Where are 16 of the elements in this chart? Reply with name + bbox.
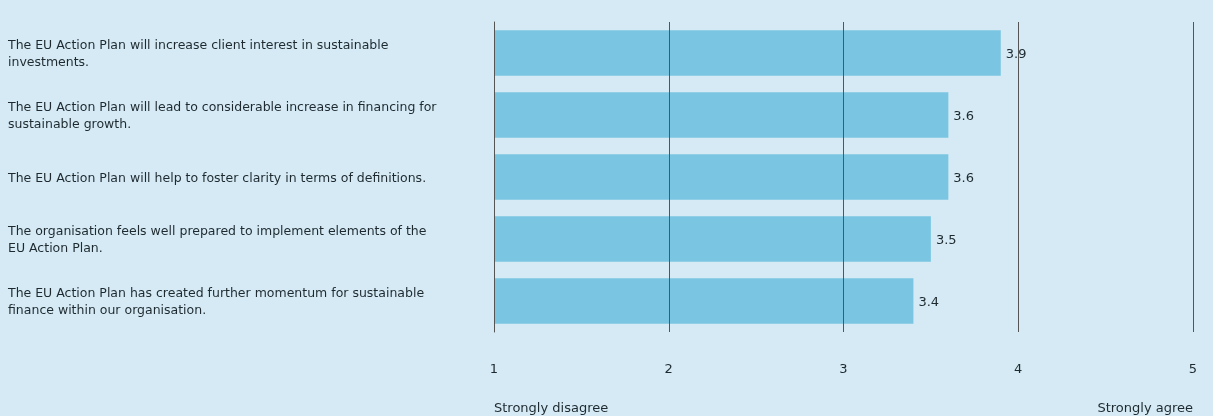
- y-tick-label: The EU Action Plan will increase client interest in sustainable investments.: [7, 37, 393, 69]
- x-tick-label: 5: [1188, 361, 1198, 376]
- y-tick-label: The organisation feels well prepared to implement elements of the EU Action Plan.: [7, 223, 431, 255]
- data-label: 3.6: [953, 169, 975, 185]
- x-tick-label: 1: [489, 361, 499, 376]
- y-tick-label: The EU Action Plan will help to foster clarity in terms of definitions.: [7, 169, 427, 185]
- x-tick-label: 4: [1014, 361, 1023, 376]
- data-label: 3.5: [935, 231, 957, 247]
- data-label: 3.4: [918, 293, 940, 309]
- x-tick-label: 2: [664, 361, 673, 376]
- y-tick-label: The EU Action Plan will lead to considerable increase in financing for sustainable growth.: [7, 99, 441, 131]
- data-label: 3.6: [953, 107, 975, 123]
- y-tick-label: The EU Action Plan has created further momentum for sustainable finance within our organisation.: [7, 285, 429, 317]
- text: Strongly disagree: [494, 400, 609, 415]
- text: Strongly agree: [1097, 400, 1194, 415]
- x-tick-label: 3: [839, 361, 848, 376]
